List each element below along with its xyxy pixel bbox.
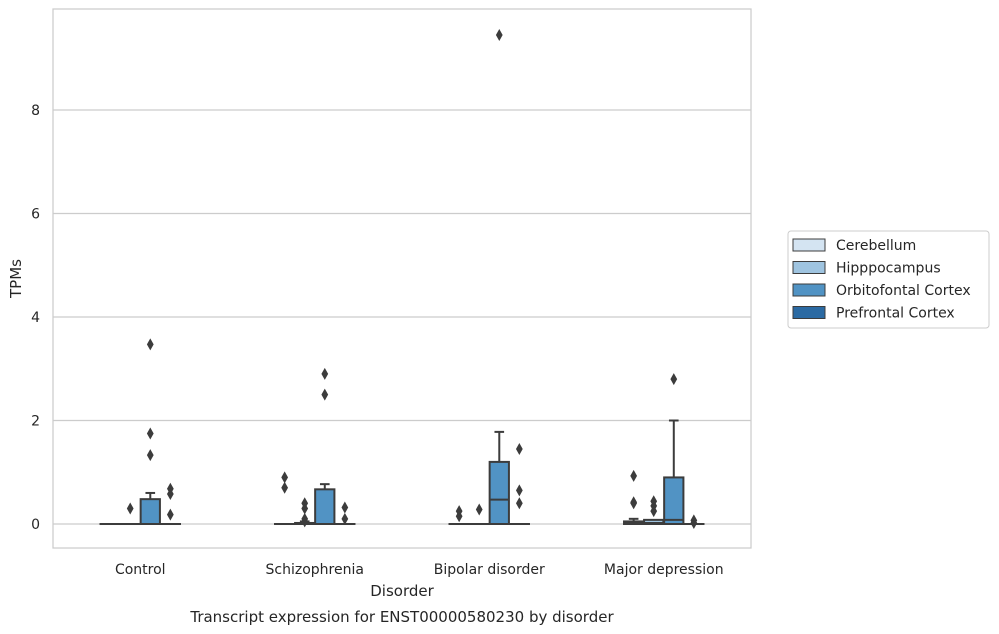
outlier-point [166, 487, 174, 500]
box-body [139, 498, 161, 526]
y-tick-label: 8 [31, 103, 40, 119]
x-tick-label: Control [115, 562, 166, 578]
outlier-point [301, 515, 309, 528]
outlier-point [650, 505, 658, 518]
outlier-point [630, 469, 638, 482]
gridlines [53, 109, 751, 525]
chart-caption: Transcript expression for ENST0000058023… [189, 608, 614, 626]
legend-label: Prefrontal Cortex [836, 306, 955, 322]
legend-label: Hipppocampus [836, 261, 941, 277]
box-body [663, 476, 685, 525]
box-body [314, 488, 336, 526]
x-tick-label: Schizophrenia [266, 562, 364, 578]
boxes [99, 419, 705, 526]
outlier-point [146, 338, 154, 351]
outlier-point [281, 471, 289, 484]
outlier-point [495, 28, 503, 41]
y-tick-label: 0 [31, 517, 40, 533]
outlier-point [281, 481, 289, 494]
box-3-3 [488, 430, 510, 525]
outlier-point [515, 442, 523, 455]
outliers [126, 28, 698, 529]
outlier-point [301, 502, 309, 515]
legend-swatch [792, 283, 826, 297]
y-tick-label: 4 [31, 310, 40, 326]
box-body [488, 460, 510, 525]
box-4-2 [643, 518, 665, 525]
outlier-point [146, 427, 154, 440]
outlier-point [515, 497, 523, 510]
outlier-point [475, 503, 483, 516]
outlier-point [126, 502, 134, 515]
x-tick-label: Bipolar disorder [434, 562, 545, 578]
legend-label: Cerebellum [836, 238, 916, 254]
x-tick-label: Major depression [604, 562, 724, 578]
y-tick-labels: 0 2 4 6 8 [31, 103, 40, 533]
legend-swatch [792, 238, 826, 252]
outlier-point [515, 484, 523, 497]
outlier-point [321, 367, 329, 380]
legend-swatch [792, 261, 826, 274]
plot-frame [52, 8, 752, 549]
outlier-point [670, 373, 678, 386]
legend-label: Orbitofontal Cortex [836, 283, 971, 299]
outlier-point [166, 508, 174, 521]
box-1-3 [139, 491, 161, 526]
outlier-point [630, 497, 638, 510]
y-tick-label: 2 [31, 414, 40, 430]
outlier-point [690, 516, 698, 529]
outlier-point [321, 388, 329, 401]
x-tick-labels: Control Schizophrenia Bipolar disorder Majo… [115, 562, 724, 578]
legend: Cerebellum Hipppocampus Orbitofontal Corte… [787, 230, 990, 329]
box-2-3 [314, 483, 336, 526]
x-axis-label: Disorder [370, 582, 434, 600]
outlier-point [455, 510, 463, 523]
y-axis-label: TPMs [7, 259, 25, 299]
outlier-point [341, 512, 349, 525]
box-4-3 [663, 419, 685, 525]
legend-frame [787, 230, 990, 329]
outlier-point [146, 449, 154, 462]
outlier-point [341, 501, 349, 514]
legend-swatch [792, 306, 826, 319]
y-tick-label: 6 [31, 207, 40, 223]
box-4-1 [623, 517, 645, 525]
